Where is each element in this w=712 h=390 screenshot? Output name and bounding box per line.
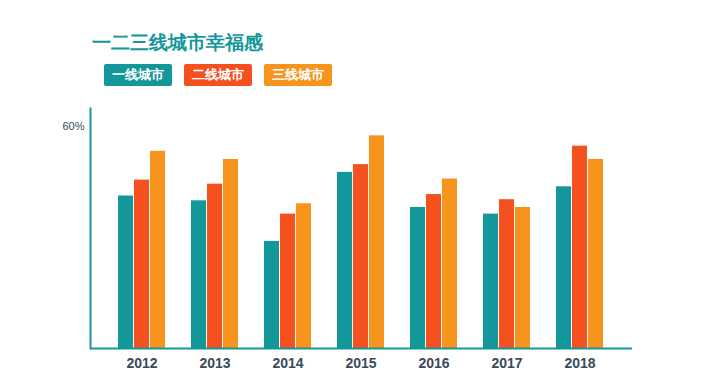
svg-text:2018: 2018 (564, 355, 595, 371)
html-text:二线城市: 二线城市 (192, 67, 244, 82)
svg-text:2013: 2013 (199, 355, 230, 371)
svg-text:2015: 2015 (345, 355, 376, 371)
svg-text:2012: 2012 (126, 355, 157, 371)
svg-text:60%: 60% (62, 120, 84, 132)
html-text:一二三线城市幸福感: 一二三线城市幸福感 (92, 32, 263, 53)
html-text:三线城市: 三线城市 (272, 67, 324, 82)
svg-text:2016: 2016 (418, 355, 449, 371)
svg-text:2017: 2017 (491, 355, 522, 371)
html-text:一线城市: 一线城市 (112, 67, 164, 82)
svg-text:2014: 2014 (272, 355, 303, 371)
